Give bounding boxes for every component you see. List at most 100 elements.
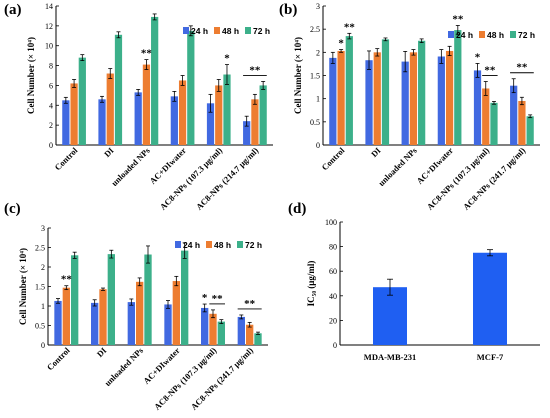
y-tick-label: 40 bbox=[329, 292, 337, 301]
y-tick-label: 6 bbox=[49, 81, 53, 90]
y-tick-label: 0.5 bbox=[310, 118, 320, 127]
y-tick-label: 10 bbox=[45, 42, 53, 51]
significance-mark: ** bbox=[141, 48, 153, 60]
y-tick-label: 2 bbox=[316, 48, 320, 57]
bar-24h-3 bbox=[164, 304, 172, 345]
category-label: unloaded NPs bbox=[102, 345, 145, 388]
category-label: AC8-NPs (107.3 μg/ml) bbox=[158, 145, 225, 212]
bar-48h-4 bbox=[482, 88, 490, 145]
y-tick-label: 0 bbox=[316, 141, 320, 150]
y-tick-label: 1.5 bbox=[35, 283, 45, 292]
bar-72h-3 bbox=[187, 30, 195, 146]
bar-48h-5 bbox=[251, 99, 259, 145]
category-label: unloaded NPs bbox=[109, 145, 152, 188]
panel-label: (b) bbox=[279, 2, 297, 18]
significance-mark: * bbox=[338, 38, 344, 50]
bar-72h-2 bbox=[151, 16, 159, 145]
panel-label: (d) bbox=[288, 201, 306, 217]
bar-72h-3 bbox=[454, 30, 462, 145]
y-tick-label: 2 bbox=[49, 121, 53, 130]
significance-mark: ** bbox=[484, 65, 496, 77]
legend-swatch-72h bbox=[237, 241, 243, 248]
significance-mark: * bbox=[202, 292, 208, 304]
bar-24h-5 bbox=[243, 121, 251, 145]
bar-24h-4 bbox=[473, 70, 482, 145]
panel-label: (c) bbox=[4, 201, 21, 217]
bar-48h-0 bbox=[337, 50, 345, 146]
y-tick-label: 12 bbox=[45, 22, 53, 31]
legend-label: 24 h bbox=[191, 26, 208, 36]
significance-mark: ** bbox=[244, 298, 256, 310]
bar-72h-2 bbox=[418, 40, 426, 145]
bar-48h-2 bbox=[409, 52, 418, 146]
bar-24h-0 bbox=[54, 300, 62, 345]
legend-label: 48 h bbox=[222, 26, 239, 36]
y-tick-label: 0 bbox=[49, 141, 53, 150]
y-tick-label: 0 bbox=[41, 341, 45, 350]
significance-mark: ** bbox=[344, 21, 356, 33]
y-tick-label: 8 bbox=[49, 62, 53, 71]
bar-48h-3 bbox=[445, 50, 454, 146]
y-tick-label: 2.5 bbox=[310, 25, 320, 34]
bar-72h-5 bbox=[259, 85, 267, 145]
category-label: AC8-NPs (107.3 μg/ml) bbox=[152, 345, 219, 412]
y-tick-label: 1 bbox=[316, 95, 320, 104]
bar-48h-1 bbox=[99, 289, 107, 345]
bar-72h-5 bbox=[526, 116, 534, 145]
bar-72h-4 bbox=[490, 102, 498, 145]
bar-ic50-1 bbox=[473, 252, 507, 345]
bar-24h-0 bbox=[329, 57, 337, 145]
bar-48h-2 bbox=[142, 64, 151, 145]
y-tick-label: 0 bbox=[333, 341, 337, 350]
bar-48h-5 bbox=[246, 324, 254, 345]
bar-48h-4 bbox=[209, 313, 217, 345]
category-label: AC8-NPs (241.7 μg/ml) bbox=[189, 345, 256, 412]
significance-mark: * bbox=[224, 53, 230, 65]
y-axis-label: Cell Number (× 10⁴) bbox=[18, 248, 28, 325]
bar-48h-0 bbox=[70, 83, 78, 145]
bar-24h-1 bbox=[91, 302, 99, 345]
bar-24h-1 bbox=[365, 60, 373, 145]
bar-ic50-0 bbox=[373, 287, 407, 345]
legend-swatch-48h bbox=[479, 31, 485, 38]
category-label: Control bbox=[45, 345, 72, 372]
y-tick-label: 1.5 bbox=[310, 72, 320, 81]
bar-48h-2 bbox=[136, 281, 144, 345]
y-tick-label: 0.5 bbox=[35, 322, 45, 331]
y-tick-label: 3 bbox=[41, 224, 45, 233]
panel-d: (d) 0 20 40 60 80 100 IC₅₀ (μg/ml) MDA-MB-231 MCF… bbox=[288, 201, 540, 362]
category-label: AC8-NPs (241.7 μg/ml) bbox=[461, 145, 528, 212]
y-tick-label: 4 bbox=[49, 101, 53, 110]
significance-mark: ** bbox=[249, 64, 261, 76]
category-label: Control bbox=[319, 145, 346, 172]
bar-24h-0 bbox=[62, 100, 70, 145]
legend-swatch-24h bbox=[448, 31, 454, 38]
bar-72h-1 bbox=[381, 39, 390, 145]
bar-24h-2 bbox=[134, 92, 142, 145]
legend-swatch-24h bbox=[175, 241, 181, 248]
legend-label: 72 h bbox=[253, 26, 270, 36]
legend-swatch-48h bbox=[214, 27, 220, 34]
category-label: DI bbox=[102, 145, 116, 159]
y-tick-label: 3 bbox=[316, 2, 320, 11]
category-label: AC8-NPs (107.3 μg/ml) bbox=[425, 145, 492, 212]
bar-48h-4 bbox=[215, 85, 223, 145]
bar-72h-5 bbox=[254, 333, 262, 345]
y-axis-label: Cell Number (× 10⁴) bbox=[26, 37, 36, 114]
y-tick-label: 20 bbox=[329, 316, 337, 325]
bar-48h-0 bbox=[62, 287, 70, 345]
bar-72h-2 bbox=[144, 254, 152, 345]
legend-swatch-72h bbox=[245, 27, 251, 34]
legend-swatch-24h bbox=[183, 27, 189, 34]
legend-swatch-72h bbox=[510, 31, 516, 38]
y-tick-label: 14 bbox=[45, 2, 53, 11]
bar-48h-3 bbox=[172, 281, 180, 345]
y-tick-label: 2.5 bbox=[35, 244, 45, 253]
legend-label: 24 h bbox=[183, 240, 200, 250]
bar-72h-0 bbox=[71, 255, 79, 345]
legend-label: 24 h bbox=[456, 30, 473, 40]
